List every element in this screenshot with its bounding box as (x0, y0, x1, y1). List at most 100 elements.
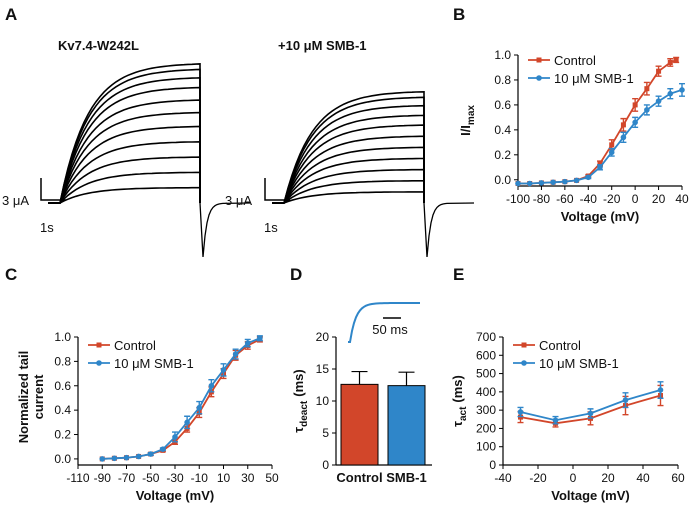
y-tick-label-D: 0 (322, 458, 329, 472)
trace-tail-smb (423, 202, 475, 258)
trace-sweep-control-1 (48, 171, 201, 204)
y-axis-title-D-main: τ (291, 427, 306, 433)
scale-bar-right (264, 178, 290, 201)
x-tick-label-E: -20 (529, 471, 547, 485)
data-point-B-1 (573, 177, 580, 184)
y-axis-title-E: τact (ms) (450, 375, 469, 427)
data-point-B-1 (550, 179, 556, 186)
x-axis-title-C: Voltage (mV) (136, 488, 215, 503)
trace-sweep-smb-10 (272, 90, 425, 204)
x-tick-label-E: 20 (601, 471, 615, 485)
x-tick-label-C: 30 (241, 471, 255, 485)
trace-sweep-control-10 (48, 63, 201, 204)
error-bar-D-1 (398, 371, 415, 386)
panel-a-traces: Kv7.4-W242L +10 μM SMB-1 3 μA 1s 3 μA 1s (2, 38, 475, 258)
trace-sweep-control-8 (48, 76, 201, 204)
scale-time-left: 1s (40, 220, 54, 235)
y-axis-title-D-sub: deact (299, 400, 310, 427)
y-tick-label-B: 1.0 (494, 48, 511, 62)
x-tick-label-B: -20 (603, 192, 621, 206)
legend-label-B-1: 10 μM SMB-1 (554, 71, 634, 86)
legend-label-B-0: Control (554, 53, 596, 68)
data-point-B-0 (620, 122, 626, 128)
trace-family-smb (272, 90, 475, 258)
y-tick-label-C: 1.0 (54, 330, 71, 344)
y-tick-label-E: 100 (476, 440, 496, 454)
x-tick-label-C: -110 (66, 471, 89, 485)
data-point-C-1 (111, 455, 118, 462)
trace-sweep-smb-3 (272, 157, 425, 204)
y-tick-label-D: 15 (316, 362, 330, 376)
y-axis-title-C: Normalized tailcurrent (16, 351, 46, 443)
data-point-B-1 (679, 87, 685, 93)
data-point-E-1 (622, 397, 629, 403)
legend-marker-E-1 (521, 360, 527, 366)
y-axis-title-B-sub: max (466, 105, 477, 125)
y-tick-label-C: 0.4 (54, 403, 71, 417)
data-point-B-0 (656, 68, 662, 74)
y-tick-label-E: 600 (476, 348, 496, 362)
x-tick-label-E: -40 (494, 471, 512, 485)
legend-label-E-0: Control (539, 338, 581, 353)
y-tick-label-B: 0.6 (494, 98, 511, 112)
data-point-B-0 (597, 161, 603, 167)
data-point-B-1 (597, 164, 603, 171)
y-axis-title-B: I/Imax (458, 105, 477, 136)
data-point-B-0 (673, 57, 679, 63)
y-axis-title-E-sub: act (458, 406, 469, 421)
panel-letter-c: C (5, 265, 17, 284)
y-axis-title-C-line: current (31, 374, 46, 419)
trace-sweep-smb-1 (272, 180, 425, 204)
x-tick-label-B: 0 (632, 192, 639, 206)
trace-sweep-smb-5 (272, 135, 425, 204)
data-point-B-1 (667, 90, 674, 97)
legend-label-C-1: 10 μM SMB-1 (114, 356, 194, 371)
y-tick-label-E: 200 (476, 421, 496, 435)
x-tick-label-C: -70 (118, 471, 136, 485)
y-tick-label-E: 500 (476, 367, 496, 381)
data-point-B-1 (620, 134, 627, 141)
trace-sweep-control-3 (48, 140, 201, 204)
y-tick-label-B: 0.2 (494, 148, 511, 162)
x-category-label-D-0: Control (336, 470, 382, 485)
legend-label-E-1: 10 μM SMB-1 (539, 356, 619, 371)
data-point-C-1 (99, 456, 106, 462)
x-axis-title-B: Voltage (mV) (561, 209, 640, 224)
y-axis-title-E-main: τ (450, 421, 465, 427)
y-tick-label-C: 0.0 (54, 452, 71, 466)
trace-family-control (48, 63, 251, 258)
y-tick-label-C: 0.6 (54, 379, 71, 393)
data-point-C-1 (172, 434, 178, 440)
x-tick-label-C: 10 (217, 471, 231, 485)
data-point-C-1 (208, 382, 215, 389)
trace-sweep-smb-8 (272, 104, 425, 204)
y-axis-title-E-unit: (ms) (450, 375, 465, 402)
trace-sweep-smb-4 (272, 146, 425, 204)
trace-tail-control (199, 202, 251, 258)
x-axis-title-E: Voltage (mV) (551, 488, 630, 503)
y-tick-label-B: 0.4 (494, 123, 511, 137)
chart-e-activation-tau: -40 -20 0 20 40 600100200300400500600700Volta… (450, 330, 685, 503)
data-point-B-0 (667, 59, 673, 65)
data-point-C-1 (123, 454, 130, 461)
data-point-C-1 (135, 453, 142, 460)
scale-amp-left: 3 μA (2, 193, 29, 208)
x-tick-label-E: 60 (671, 471, 685, 485)
y-tick-label-D: 10 (316, 394, 330, 408)
data-point-C-1 (220, 367, 227, 373)
y-axis-title-D-unit: (ms) (291, 369, 306, 396)
data-point-C-1 (147, 451, 154, 457)
chart-c-tail-current: -110 -90 -70 -50 -30 -10 10 30 50 0.0 0.2 0.4 0.6 0.8… (16, 330, 279, 503)
legend-marker-E-0 (521, 342, 527, 348)
data-point-B-1 (562, 178, 568, 185)
y-tick-label-D: 5 (322, 426, 329, 440)
data-point-B-1 (632, 119, 638, 126)
data-point-C-1 (232, 351, 239, 357)
data-point-E-1 (587, 410, 594, 417)
data-point-C-1 (244, 340, 251, 346)
data-point-E-1 (517, 409, 524, 415)
panel-letter-b: B (453, 5, 465, 24)
trace-sweep-control-4 (48, 125, 201, 204)
trace-sweep-smb-7 (272, 114, 425, 204)
x-tick-label-C: -90 (94, 471, 112, 485)
